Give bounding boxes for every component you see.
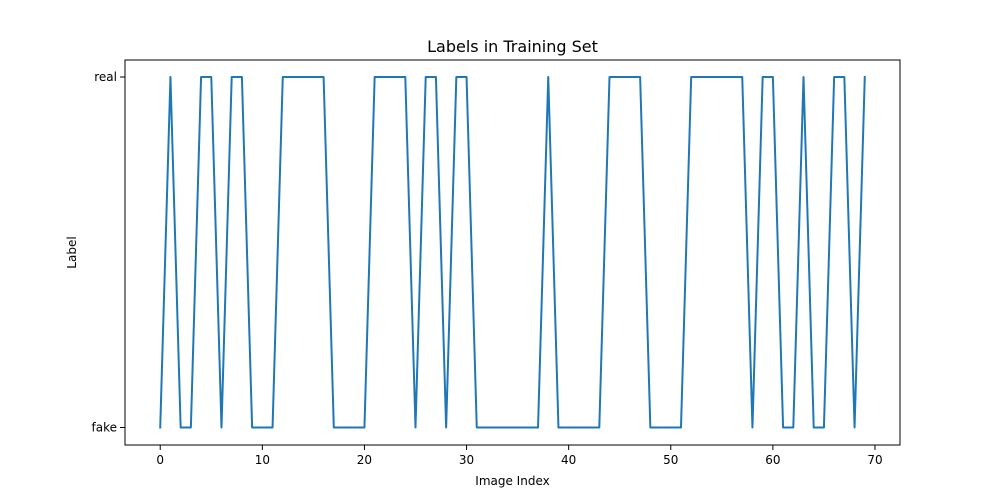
x-tick-label: 10 (255, 453, 270, 467)
x-tick-label: 70 (867, 453, 882, 467)
x-axis-label: Image Index (475, 474, 549, 488)
y-axis: fake real (92, 70, 125, 435)
plot-frame (124, 59, 901, 446)
x-tick-label: 20 (357, 453, 372, 467)
x-tick-label: 50 (663, 453, 678, 467)
series-line (159, 75, 866, 429)
x-tick-label: 60 (765, 453, 780, 467)
y-tick-label: fake (92, 421, 117, 435)
x-tick-label: 0 (156, 453, 164, 467)
x-tick-label: 40 (561, 453, 576, 467)
y-tick-label: real (94, 70, 117, 84)
x-axis: 0 10 20 30 40 50 60 70 (156, 445, 883, 467)
y-axis-label: Label (65, 236, 79, 268)
chart-title: Labels in Training Set (427, 37, 598, 56)
plot-marks (159, 75, 866, 429)
x-tick-label: 30 (459, 453, 474, 467)
